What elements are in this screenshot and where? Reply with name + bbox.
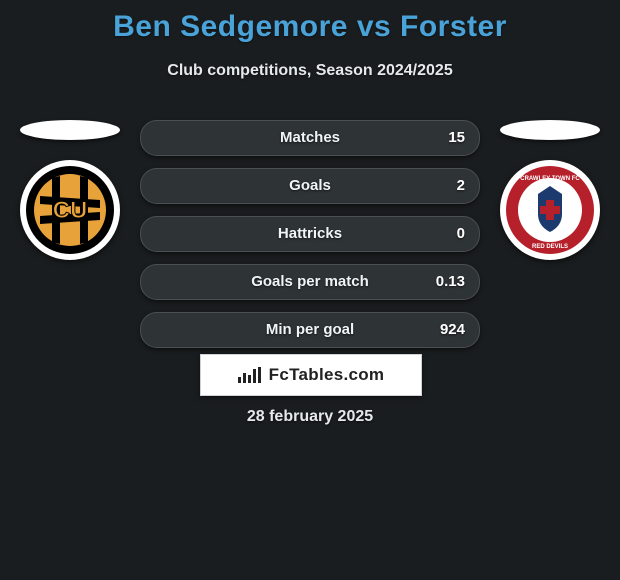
stat-label: Goals <box>141 169 479 203</box>
page-subtitle: Club competitions, Season 2024/2025 <box>0 62 620 80</box>
left-player-column: CU <box>10 120 130 260</box>
right-player-column: CRAWLEY TOWN FC RED DEVILS <box>490 120 610 260</box>
cambridge-united-crest-icon: CU <box>20 160 120 260</box>
stat-value-right: 0.13 <box>436 265 465 299</box>
bar-chart-icon <box>238 367 263 383</box>
stat-value-right: 0 <box>457 217 465 251</box>
stat-label: Hattricks <box>141 217 479 251</box>
stat-value-right: 2 <box>457 169 465 203</box>
stats-table: Matches 15 Goals 2 Hattricks 0 Goals per… <box>140 120 480 360</box>
stat-row-hattricks: Hattricks 0 <box>140 216 480 252</box>
svg-text:CRAWLEY TOWN FC: CRAWLEY TOWN FC <box>520 176 580 182</box>
page-title: Ben Sedgemore vs Forster <box>0 10 620 44</box>
brand-attribution: FcTables.com <box>200 354 422 396</box>
stat-value-right: 15 <box>448 121 465 155</box>
stat-row-min-per-goal: Min per goal 924 <box>140 312 480 348</box>
svg-text:CU: CU <box>53 197 88 224</box>
player-photo-placeholder-left <box>20 120 120 140</box>
stat-label: Goals per match <box>141 265 479 299</box>
svg-text:RED DEVILS: RED DEVILS <box>532 244 568 250</box>
infographic-stage: Ben Sedgemore vs Forster Club competitio… <box>0 0 620 580</box>
stat-value-right: 924 <box>440 313 465 347</box>
stat-row-goals-per-match: Goals per match 0.13 <box>140 264 480 300</box>
stat-label: Matches <box>141 121 479 155</box>
stat-row-matches: Matches 15 <box>140 120 480 156</box>
stat-row-goals: Goals 2 <box>140 168 480 204</box>
crawley-town-crest-icon: CRAWLEY TOWN FC RED DEVILS <box>500 160 600 260</box>
brand-text: FcTables.com <box>269 365 385 385</box>
player-photo-placeholder-right <box>500 120 600 140</box>
snapshot-date: 28 february 2025 <box>0 408 620 426</box>
right-club-badge: CRAWLEY TOWN FC RED DEVILS <box>500 160 600 260</box>
stat-label: Min per goal <box>141 313 479 347</box>
left-club-badge: CU <box>20 160 120 260</box>
